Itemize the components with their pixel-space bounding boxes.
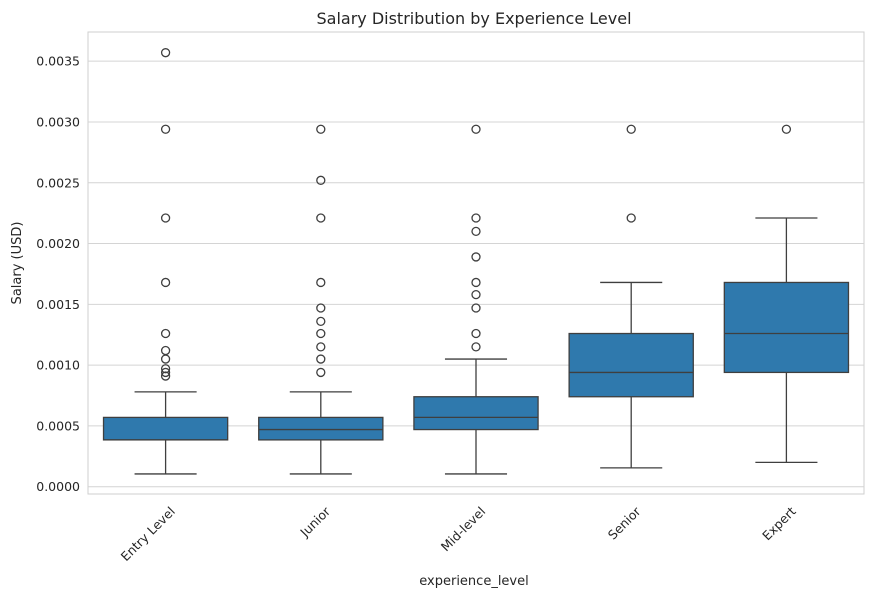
iqr-box xyxy=(258,416,384,441)
y-axis-label: Salary (USD) xyxy=(10,222,25,305)
box-group xyxy=(258,124,384,475)
outlier-point xyxy=(316,354,326,364)
box-group xyxy=(723,124,850,464)
y-tick-label: 0.0035 xyxy=(36,54,80,69)
y-tick-label: 0.0010 xyxy=(36,358,80,373)
iqr-box xyxy=(102,416,229,441)
y-tick-label: 0.0005 xyxy=(36,418,80,433)
outlier-point xyxy=(316,316,326,327)
outlier-point xyxy=(316,342,326,352)
outlier-point xyxy=(626,124,636,134)
outlier-point xyxy=(316,213,326,223)
y-tick-label: 0.0020 xyxy=(36,236,80,251)
iqr-box xyxy=(413,396,539,431)
outlier-point xyxy=(160,371,171,381)
outlier-point xyxy=(781,124,792,134)
chart-title: Salary Distribution by Experience Level xyxy=(316,9,631,28)
outlier-point xyxy=(471,213,481,223)
outlier-point xyxy=(471,277,481,288)
outlier-point xyxy=(160,213,171,223)
y-tick-label: 0.0015 xyxy=(36,297,80,312)
outlier-point xyxy=(316,303,326,313)
box-group xyxy=(413,124,539,475)
x-axis-label: experience_level xyxy=(419,574,528,589)
outlier-point xyxy=(316,124,326,134)
boxes-layer xyxy=(102,48,850,475)
outlier-point xyxy=(471,289,481,300)
outlier-point xyxy=(160,277,171,288)
x-tick-label: Senior xyxy=(605,503,644,542)
outlier-point xyxy=(160,48,171,58)
outlier-point xyxy=(471,303,481,313)
outlier-point xyxy=(471,342,481,352)
outlier-point xyxy=(316,328,326,339)
outlier-point xyxy=(160,124,171,134)
outlier-point xyxy=(160,328,171,339)
x-tick-labels: Entry Level Junior Mid-level Senior Expert xyxy=(118,503,799,564)
outlier-point xyxy=(160,354,171,364)
outlier-point xyxy=(316,367,326,378)
outlier-point xyxy=(471,328,481,339)
outlier-point xyxy=(316,277,326,288)
y-tick-label: 0.0030 xyxy=(36,114,80,129)
x-tick-label: Mid-level xyxy=(438,504,489,555)
x-tick-label: Junior xyxy=(296,503,333,540)
iqr-box xyxy=(723,281,850,374)
outlier-point xyxy=(316,175,326,185)
y-tick-label: 0.0025 xyxy=(36,175,80,190)
iqr-box xyxy=(568,332,694,398)
outlier-point xyxy=(626,213,636,223)
outlier-point xyxy=(471,124,481,134)
y-tick-labels: 0.0000 0.0005 0.0010 0.0015 0.0020 0.0025 0.00… xyxy=(36,54,80,495)
outlier-point xyxy=(471,226,481,237)
box-group xyxy=(102,48,229,475)
outlier-point xyxy=(471,252,481,262)
box-group xyxy=(568,124,694,469)
x-tick-label: Entry Level xyxy=(118,504,178,564)
outlier-point xyxy=(160,367,171,378)
outlier-point xyxy=(160,364,171,374)
y-tick-label: 0.0000 xyxy=(36,479,80,494)
x-tick-label: Expert xyxy=(759,504,799,544)
